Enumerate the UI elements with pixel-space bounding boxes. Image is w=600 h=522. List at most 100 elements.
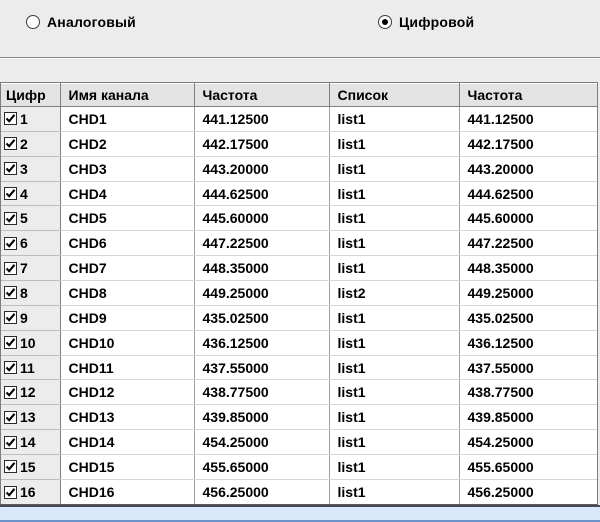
cell-frequency2[interactable]: 436.12500 [459, 330, 597, 356]
cell-frequency2[interactable]: 435.02500 [459, 305, 597, 331]
cell-channel-name[interactable]: CHD4 [60, 181, 195, 207]
radio-digital-label[interactable]: Цифровой [399, 14, 475, 30]
cell-channel-name[interactable]: CHD7 [60, 255, 195, 282]
cell-frequency2[interactable]: 442.17500 [459, 131, 597, 157]
cell-frequency[interactable]: 435.02500 [194, 305, 330, 331]
cell-channel-name[interactable]: CHD2 [60, 131, 195, 157]
cell-list[interactable]: list1 [329, 454, 460, 480]
radio-analog-label[interactable]: Аналоговый [47, 14, 136, 30]
channel-checkbox-icon[interactable] [4, 286, 17, 300]
cell-frequency2[interactable]: 456.25000 [459, 479, 597, 505]
cell-channel-name[interactable]: CHD6 [60, 230, 195, 257]
cell-frequency2[interactable]: 437.55000 [459, 355, 597, 381]
cell-channel-name[interactable]: CHD5 [60, 205, 195, 232]
cell-frequency2[interactable]: 449.25000 [459, 280, 597, 306]
cell-frequency[interactable]: 456.25000 [194, 479, 330, 505]
cell-frequency[interactable]: 443.20000 [194, 156, 330, 182]
cell-frequency2[interactable]: 438.77500 [459, 379, 597, 406]
channel-checkbox-icon[interactable] [4, 385, 17, 399]
cell-row-header[interactable]: 5 [1, 205, 61, 232]
cell-list[interactable]: list1 [329, 429, 460, 456]
cell-frequency[interactable]: 445.60000 [194, 205, 330, 232]
channel-checkbox-icon[interactable] [4, 361, 17, 375]
cell-list[interactable]: list1 [329, 379, 460, 406]
cell-row-header[interactable]: 12 [1, 379, 61, 406]
cell-channel-name[interactable]: CHD16 [60, 479, 195, 505]
radio-digital-circle-icon[interactable] [378, 15, 392, 29]
cell-row-header[interactable]: 4 [1, 181, 61, 207]
channel-checkbox-icon[interactable] [4, 435, 17, 449]
channel-checkbox-icon[interactable] [4, 336, 17, 350]
cell-frequency[interactable]: 455.65000 [194, 454, 330, 480]
cell-list[interactable]: list1 [329, 106, 460, 132]
cell-row-header[interactable]: 14 [1, 429, 61, 456]
cell-row-header[interactable]: 3 [1, 156, 61, 182]
channel-checkbox-icon[interactable] [4, 261, 17, 275]
cell-row-header[interactable]: 9 [1, 305, 61, 331]
channel-checkbox-icon[interactable] [4, 137, 17, 151]
cell-channel-name[interactable]: CHD9 [60, 305, 195, 331]
cell-row-header[interactable]: 10 [1, 330, 61, 356]
cell-list[interactable]: list1 [329, 181, 460, 207]
radio-analog[interactable]: Аналоговый [26, 14, 136, 30]
cell-frequency[interactable]: 437.55000 [194, 355, 330, 381]
cell-list[interactable]: list1 [329, 131, 460, 157]
cell-channel-name[interactable]: CHD11 [60, 355, 195, 381]
cell-frequency[interactable]: 441.12500 [194, 106, 330, 132]
cell-frequency[interactable]: 447.22500 [194, 230, 330, 257]
cell-frequency[interactable]: 449.25000 [194, 280, 330, 306]
cell-row-header[interactable]: 2 [1, 131, 61, 157]
bottom-scrollbar[interactable] [0, 505, 600, 522]
channel-checkbox-icon[interactable] [4, 485, 17, 499]
cell-frequency[interactable]: 442.17500 [194, 131, 330, 157]
cell-channel-name[interactable]: CHD8 [60, 280, 195, 306]
cell-channel-name[interactable]: CHD3 [60, 156, 195, 182]
cell-row-header[interactable]: 11 [1, 355, 61, 381]
cell-list[interactable]: list2 [329, 280, 460, 306]
cell-channel-name[interactable]: CHD12 [60, 379, 195, 406]
cell-frequency2[interactable]: 439.85000 [459, 404, 597, 431]
channel-checkbox-icon[interactable] [4, 236, 17, 250]
cell-channel-name[interactable]: CHD1 [60, 106, 195, 132]
cell-frequency[interactable]: 454.25000 [194, 429, 330, 456]
cell-channel-name[interactable]: CHD13 [60, 404, 195, 431]
cell-frequency2[interactable]: 441.12500 [459, 106, 597, 132]
cell-channel-name[interactable]: CHD14 [60, 429, 195, 456]
cell-row-header[interactable]: 15 [1, 454, 61, 480]
cell-list[interactable]: list1 [329, 404, 460, 431]
cell-list[interactable]: list1 [329, 355, 460, 381]
cell-frequency2[interactable]: 448.35000 [459, 255, 597, 282]
channel-checkbox-icon[interactable] [4, 162, 17, 176]
channel-checkbox-icon[interactable] [4, 211, 17, 225]
channel-checkbox-icon[interactable] [4, 112, 17, 126]
cell-frequency[interactable]: 448.35000 [194, 255, 330, 282]
cell-list[interactable]: list1 [329, 156, 460, 182]
cell-list[interactable]: list1 [329, 330, 460, 356]
cell-list[interactable]: list1 [329, 230, 460, 257]
cell-row-header[interactable]: 1 [1, 106, 61, 132]
cell-frequency[interactable]: 436.12500 [194, 330, 330, 356]
cell-frequency2[interactable]: 445.60000 [459, 205, 597, 232]
channel-checkbox-icon[interactable] [4, 311, 17, 325]
cell-list[interactable]: list1 [329, 479, 460, 505]
cell-row-header[interactable]: 8 [1, 280, 61, 306]
cell-row-header[interactable]: 6 [1, 230, 61, 257]
cell-list[interactable]: list1 [329, 255, 460, 282]
channel-checkbox-icon[interactable] [4, 460, 17, 474]
cell-row-header[interactable]: 16 [1, 479, 61, 505]
cell-frequency2[interactable]: 455.65000 [459, 454, 597, 480]
cell-channel-name[interactable]: CHD10 [60, 330, 195, 356]
radio-digital[interactable]: Цифровой [378, 14, 474, 30]
cell-frequency2[interactable]: 444.62500 [459, 181, 597, 207]
radio-analog-circle-icon[interactable] [26, 15, 40, 29]
channel-checkbox-icon[interactable] [4, 410, 17, 424]
cell-frequency[interactable]: 438.77500 [194, 379, 330, 406]
cell-channel-name[interactable]: CHD15 [60, 454, 195, 480]
cell-list[interactable]: list1 [329, 305, 460, 331]
cell-row-header[interactable]: 7 [1, 255, 61, 282]
cell-frequency2[interactable]: 454.25000 [459, 429, 597, 456]
cell-frequency2[interactable]: 447.22500 [459, 230, 597, 257]
cell-frequency2[interactable]: 443.20000 [459, 156, 597, 182]
cell-list[interactable]: list1 [329, 205, 460, 232]
cell-row-header[interactable]: 13 [1, 404, 61, 431]
